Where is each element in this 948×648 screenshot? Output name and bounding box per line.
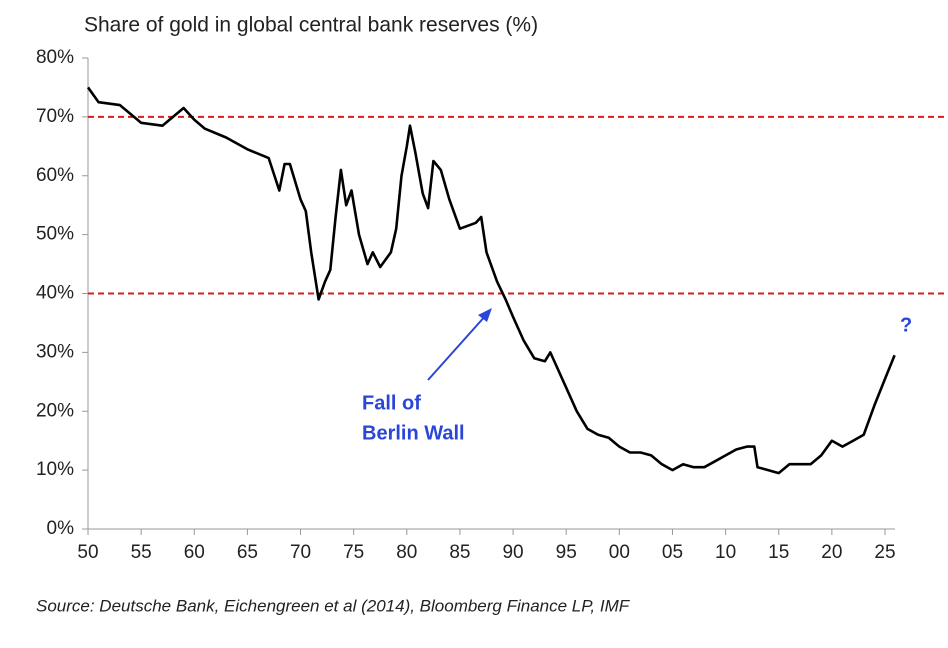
x-tick-label: 75 xyxy=(343,542,364,563)
x-tick-label: 80 xyxy=(396,542,417,563)
y-tick-label: 70% xyxy=(36,106,74,127)
x-tick-label: 25 xyxy=(874,542,895,563)
annotation: Fall of xyxy=(362,392,421,414)
x-tick-label: 70 xyxy=(290,542,311,563)
y-tick-label: 0% xyxy=(47,518,75,539)
y-tick-label: 20% xyxy=(36,400,74,421)
x-tick-label: 50 xyxy=(77,542,98,563)
x-tick-label: 15 xyxy=(768,542,789,563)
line xyxy=(86,86,896,475)
x-tick-label: 95 xyxy=(556,542,577,563)
x-tick-label: 60 xyxy=(184,542,205,563)
x-tick-label: 65 xyxy=(237,542,258,563)
x-tick-label: 10 xyxy=(715,542,736,563)
arrow-head xyxy=(478,308,492,322)
x-tick-label: 00 xyxy=(609,542,630,563)
arrow xyxy=(427,313,488,381)
y-tick-label: 80% xyxy=(36,47,74,68)
annotation: ? xyxy=(900,314,912,336)
y-tick-label: 50% xyxy=(36,224,74,245)
x-tick-label: 20 xyxy=(821,542,842,563)
y-tick-label: 10% xyxy=(36,459,74,480)
annotation: Berlin Wall xyxy=(362,422,465,444)
x-tick-label: 90 xyxy=(502,542,523,563)
chart-title: Share of gold in global central bank res… xyxy=(84,14,538,37)
y-tick-label: 30% xyxy=(36,341,74,362)
x-tick-label: 05 xyxy=(662,542,683,563)
source: Source: Deutsche Bank, Eichengreen et al… xyxy=(36,596,631,615)
y-tick-label: 40% xyxy=(36,283,74,304)
x-tick-label: 85 xyxy=(449,542,470,563)
y-tick-label: 60% xyxy=(36,165,74,186)
x-tick-label: 55 xyxy=(131,542,152,563)
